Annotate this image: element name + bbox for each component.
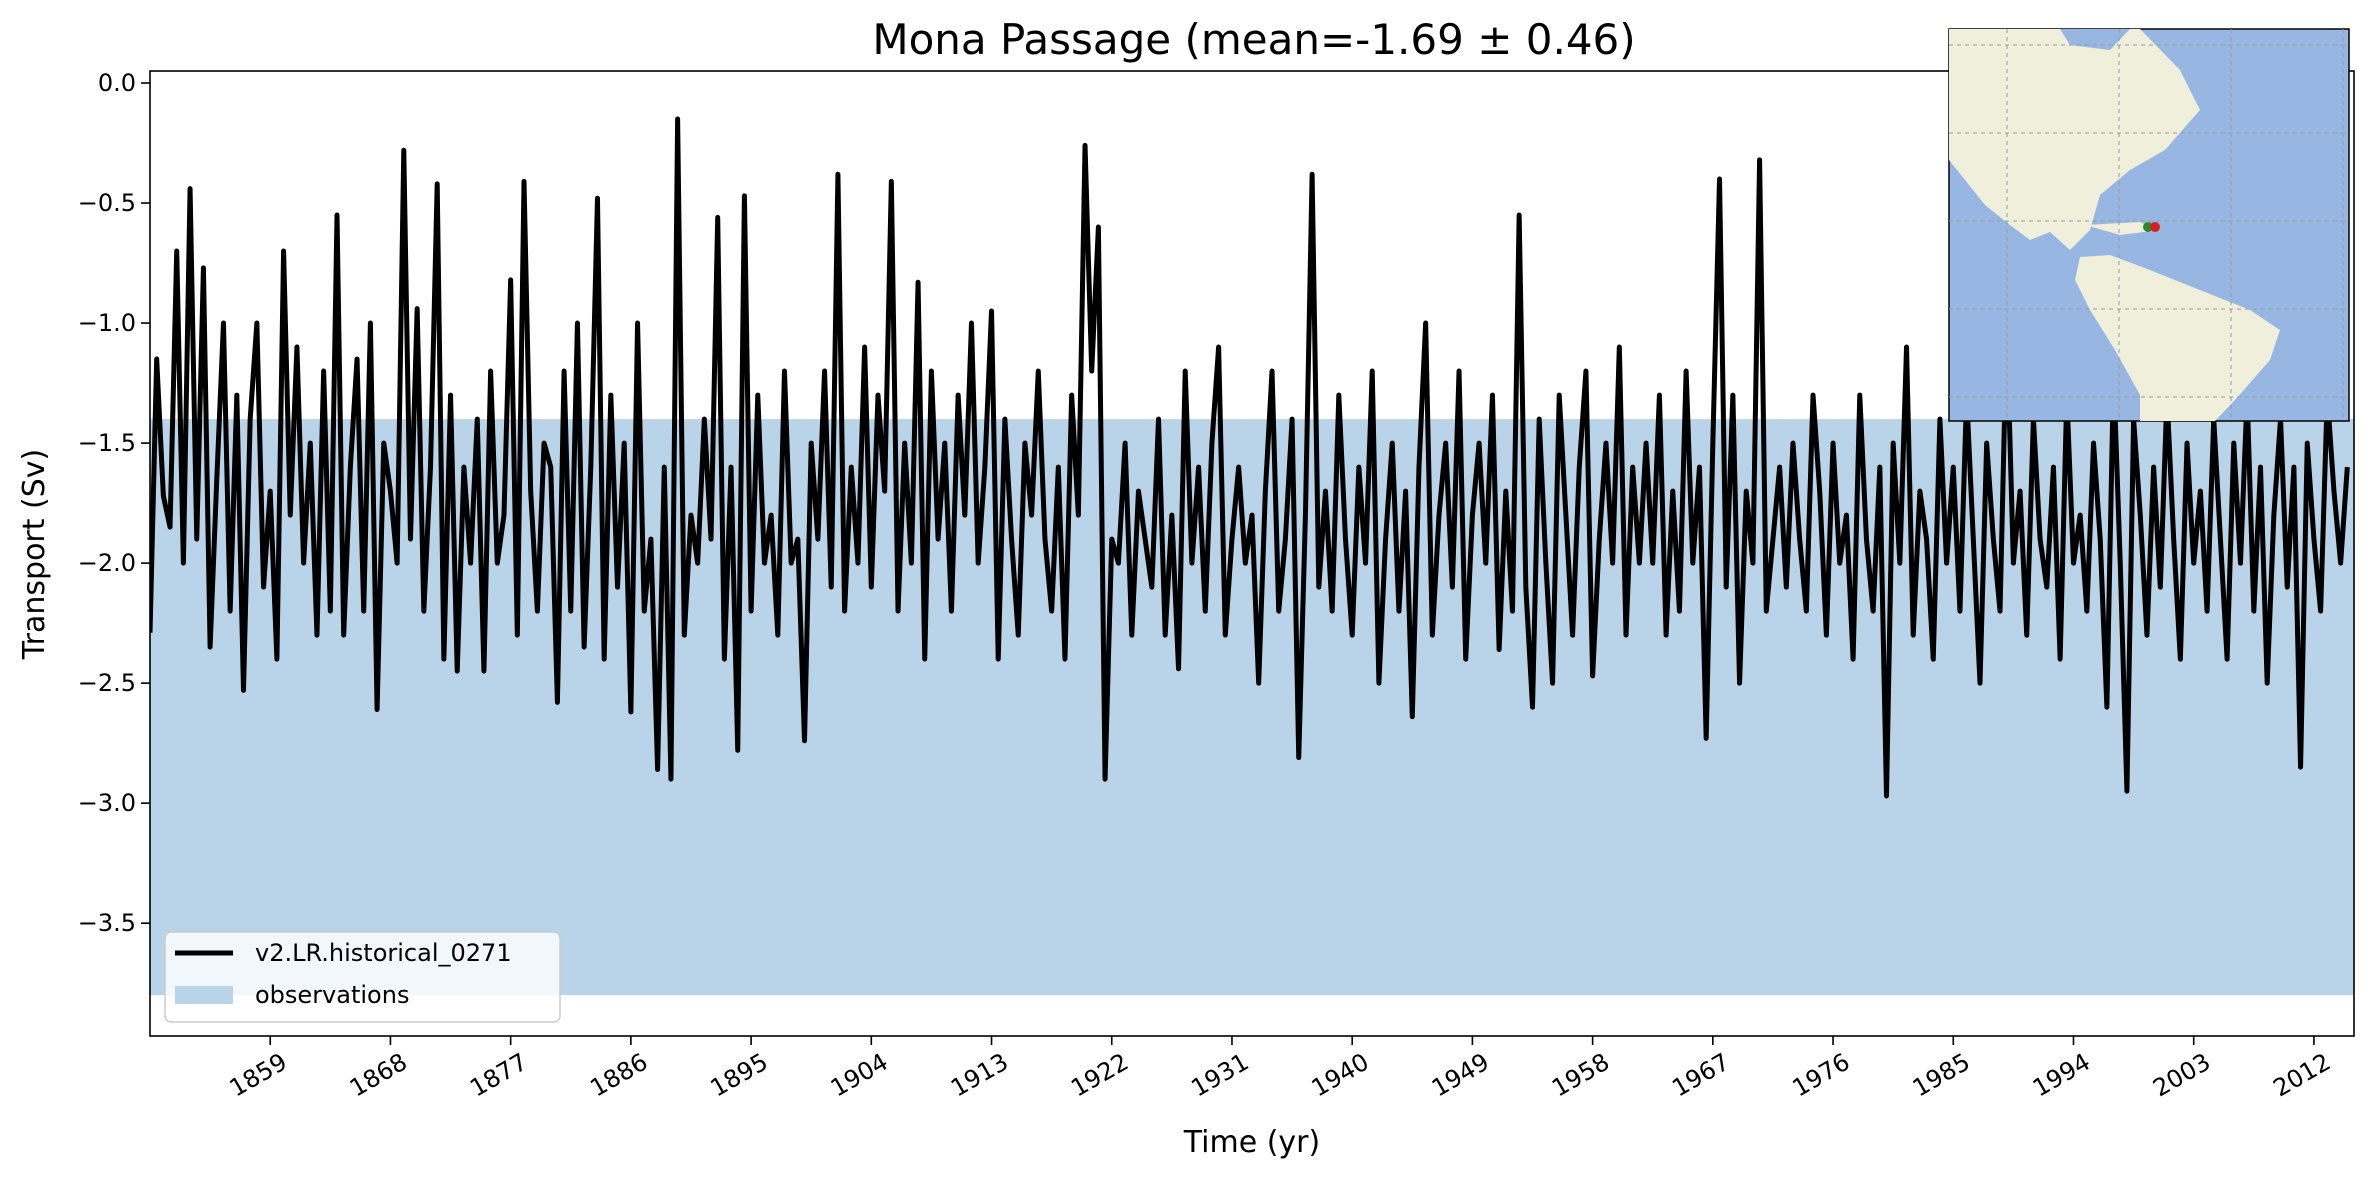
legend-label: observations xyxy=(255,981,409,1009)
y-tick-label: −0.5 xyxy=(78,189,136,217)
x-tick-label: 1904 xyxy=(826,1048,893,1103)
plot-frame xyxy=(149,70,2355,1037)
x-tick-label: 1877 xyxy=(465,1048,532,1103)
y-tick-label: −2.5 xyxy=(78,669,136,697)
x-tick-label: 1958 xyxy=(1547,1048,1614,1103)
inset-map xyxy=(1948,28,2350,422)
x-tick-label: 1886 xyxy=(585,1048,652,1103)
legend: v2.LR.historical_0271 observations xyxy=(164,931,561,1023)
legend-label: v2.LR.historical_0271 xyxy=(255,939,512,967)
x-tick-label: 1895 xyxy=(706,1048,773,1103)
data-line xyxy=(150,116,2350,799)
map-land-north-america xyxy=(1949,29,2200,250)
x-tick-label: 2012 xyxy=(2268,1048,2335,1103)
x-tick-label: 1931 xyxy=(1187,1048,1254,1103)
map-point-end xyxy=(2150,222,2160,232)
legend-patch xyxy=(175,986,233,1004)
chart-title: Mona Passage (mean=-1.69 ± 0.46) xyxy=(872,15,1635,64)
y-axis-label: Transport (Sv) xyxy=(17,449,52,661)
y-tick-label: −3.5 xyxy=(78,909,136,937)
x-tick-label: 1859 xyxy=(225,1048,292,1103)
x-tick-label: 1949 xyxy=(1427,1048,1494,1103)
legend-box xyxy=(164,931,561,1023)
x-tick-label: 1994 xyxy=(2028,1048,2095,1103)
plot-area xyxy=(150,116,2354,996)
x-tick-label: 1940 xyxy=(1307,1048,1374,1103)
y-tick-label: −1.0 xyxy=(78,309,136,337)
map-land-caribbean xyxy=(2085,222,2160,235)
x-tick-label: 1985 xyxy=(1908,1048,1975,1103)
x-tick-label: 1913 xyxy=(946,1048,1013,1103)
x-axis-label: Time (yr) xyxy=(1183,1125,1320,1160)
map-graticule xyxy=(1949,29,2349,421)
x-tick-label: 1976 xyxy=(1788,1048,1855,1103)
y-tick-label: −3.0 xyxy=(78,789,136,817)
y-tick-label: −2.0 xyxy=(78,549,136,577)
x-tick-label: 1868 xyxy=(345,1048,412,1103)
y-tick-label: 0.0 xyxy=(98,69,136,97)
y-tick-label: −1.5 xyxy=(78,429,136,457)
x-tick-label: 1967 xyxy=(1667,1048,1734,1103)
map-point-start xyxy=(2143,222,2153,232)
map-land-south-america xyxy=(2075,255,2280,421)
x-tick-label: 2003 xyxy=(2148,1048,2215,1103)
x-tick-label: 1922 xyxy=(1066,1048,1133,1103)
